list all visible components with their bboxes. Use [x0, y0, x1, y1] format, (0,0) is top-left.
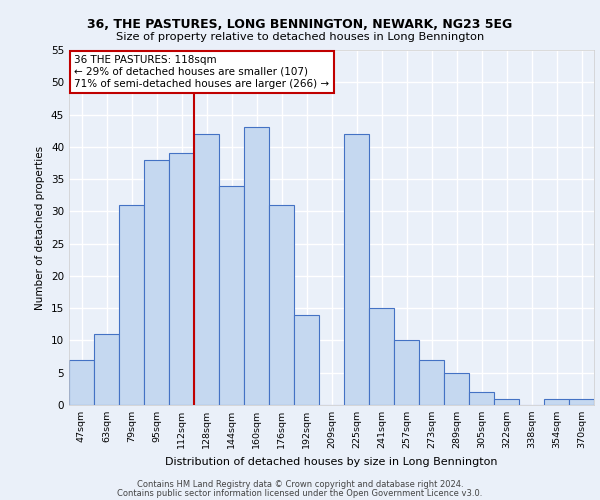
Bar — [469, 392, 494, 405]
Bar — [494, 398, 519, 405]
Text: 36, THE PASTURES, LONG BENNINGTON, NEWARK, NG23 5EG: 36, THE PASTURES, LONG BENNINGTON, NEWAR… — [88, 18, 512, 30]
Bar — [544, 398, 569, 405]
Bar — [569, 398, 594, 405]
Bar — [219, 186, 244, 405]
Bar — [144, 160, 169, 405]
Bar — [394, 340, 419, 405]
Bar — [294, 314, 319, 405]
Bar — [269, 205, 294, 405]
Bar — [444, 372, 469, 405]
Bar — [69, 360, 94, 405]
Bar — [244, 128, 269, 405]
Text: Size of property relative to detached houses in Long Bennington: Size of property relative to detached ho… — [116, 32, 484, 42]
Text: Contains HM Land Registry data © Crown copyright and database right 2024.: Contains HM Land Registry data © Crown c… — [137, 480, 463, 489]
Y-axis label: Number of detached properties: Number of detached properties — [35, 146, 46, 310]
Bar — [344, 134, 369, 405]
Bar — [194, 134, 219, 405]
X-axis label: Distribution of detached houses by size in Long Bennington: Distribution of detached houses by size … — [165, 456, 498, 466]
Bar — [169, 154, 194, 405]
Text: 36 THE PASTURES: 118sqm
← 29% of detached houses are smaller (107)
71% of semi-d: 36 THE PASTURES: 118sqm ← 29% of detache… — [74, 56, 329, 88]
Text: Contains public sector information licensed under the Open Government Licence v3: Contains public sector information licen… — [118, 489, 482, 498]
Bar — [419, 360, 444, 405]
Bar — [119, 205, 144, 405]
Bar — [94, 334, 119, 405]
Bar — [369, 308, 394, 405]
